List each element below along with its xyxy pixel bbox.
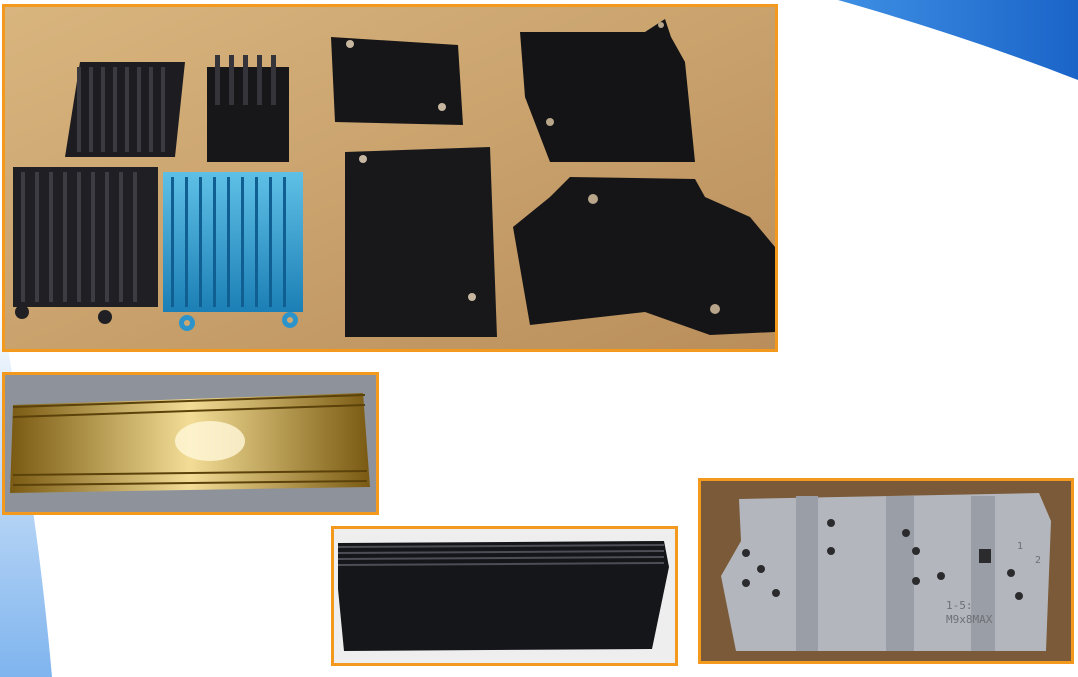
blue-heatsink	[163, 172, 303, 331]
enclosure-bottom-right	[513, 177, 775, 335]
engraving-line-2: M9x8MAX	[946, 613, 993, 626]
enclosure-top-right	[520, 19, 695, 162]
engraving-line-1: 1-5:	[946, 599, 973, 612]
small-pin-heatsink	[65, 62, 185, 157]
enclosure-top-left	[331, 37, 463, 125]
black-extrusion-photo	[331, 526, 678, 666]
engraving-mark-a: 1	[1017, 541, 1023, 552]
enclosure-bottom-left	[345, 147, 497, 337]
top-right-wave-decoration	[818, 0, 1078, 110]
heatsink-enclosure-photo	[2, 4, 778, 352]
fin-heatsink	[207, 55, 289, 162]
engraving-mark-b: 2	[1035, 555, 1041, 566]
machined-plate-photo: 1-5: M9x8MAX 1 2	[698, 478, 1074, 664]
large-black-heatsink	[13, 167, 158, 324]
gold-extrusion-photo	[2, 372, 379, 515]
